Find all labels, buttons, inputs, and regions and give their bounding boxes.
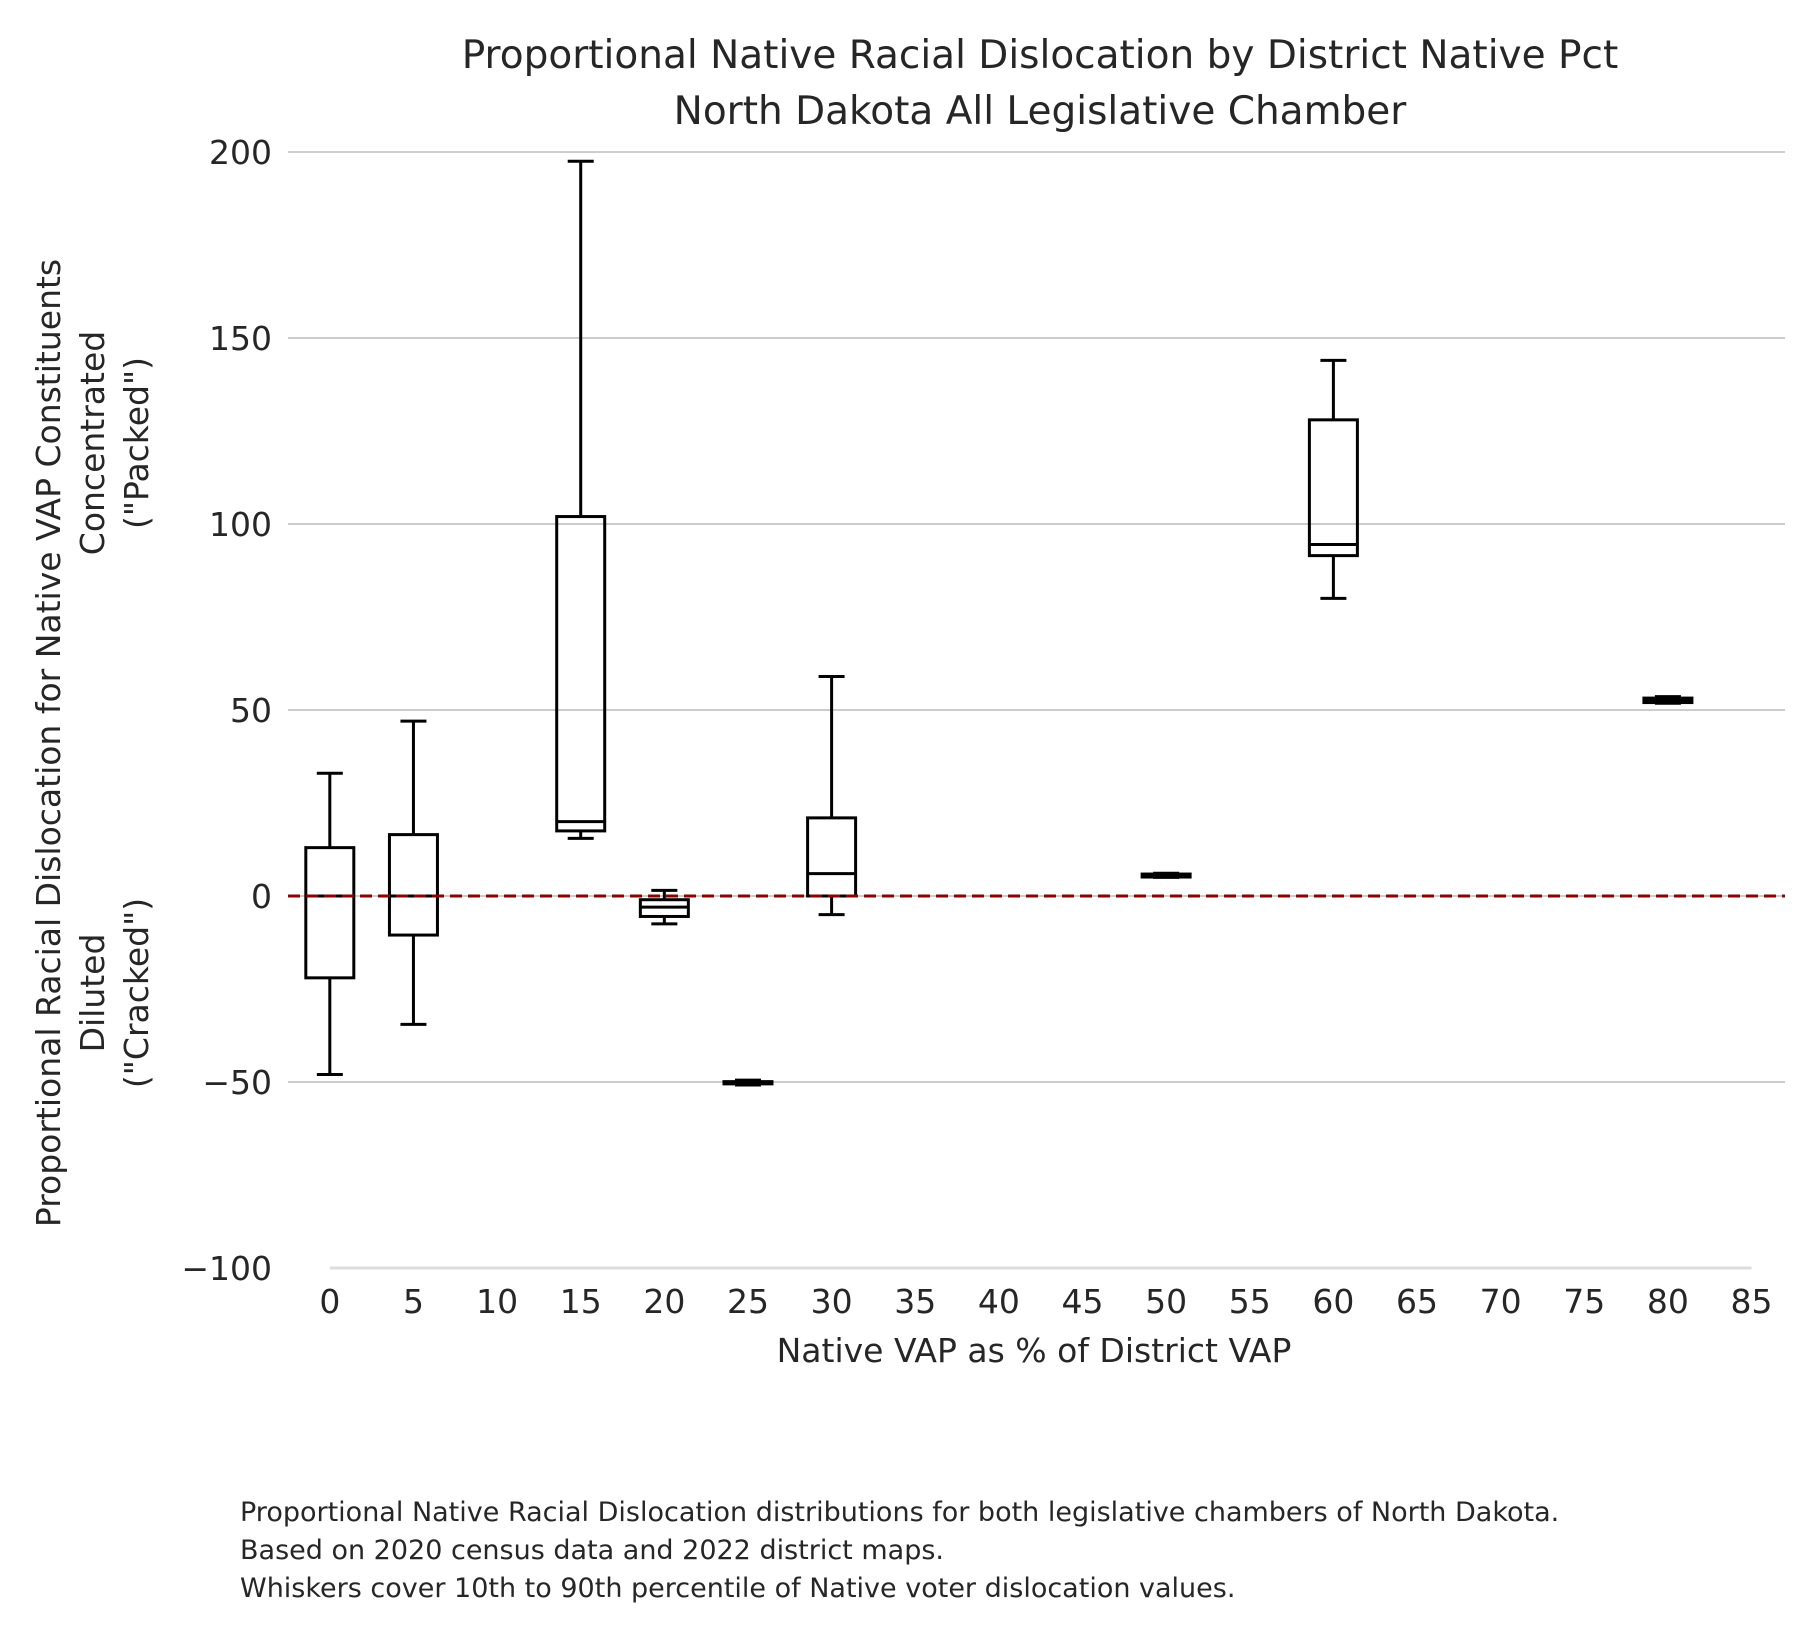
y-axis-label-cracked-line-1: Diluted [73,934,112,1053]
y-tick-label: 200 [209,133,272,172]
x-tick-label: 85 [1731,1282,1773,1321]
caption-line-2: Based on 2020 census data and 2022 distr… [240,1535,944,1566]
box-0 [304,771,356,1077]
x-tick-label: 25 [727,1282,769,1321]
caption-line-3: Whiskers cover 10th to 90th percentile o… [240,1573,1236,1604]
y-axis-label-packed-line-2: ("Packed") [117,357,156,529]
box-iqr [304,846,356,980]
x-tick-label: 5 [403,1282,424,1321]
x-tick-label: 0 [319,1282,340,1321]
x-tick-label: 40 [978,1282,1020,1321]
box-series [304,159,1694,1087]
y-tick-labels: −100 −50 0 50 100 150 200 [181,133,272,1288]
box-20 [638,888,690,926]
x-tick-label: 70 [1480,1282,1522,1321]
box-30 [806,675,858,917]
y-gridlines [288,151,1785,1083]
y-tick-label: −50 [202,1063,272,1102]
x-tick-label: 60 [1312,1282,1354,1321]
y-tick-label: −100 [181,1249,272,1288]
x-tick-label: 55 [1229,1282,1271,1321]
chart-title-line-2: North Dakota All Legislative Chamber [674,89,1408,134]
box-25 [722,1078,774,1087]
box-iqr [387,833,439,937]
box-80 [1642,695,1694,705]
chart-caption: Proportional Native Racial Dislocation d… [240,1494,1559,1608]
x-axis-label: Native VAP as % of District VAP [777,1331,1292,1370]
x-tick-labels: 0 5 10 15 20 25 30 35 40 45 50 55 60 65 70 75 80 85 [319,1282,1772,1321]
x-tick-label: 50 [1145,1282,1187,1321]
y-tick-label: 100 [209,505,272,544]
box-iqr [806,816,858,898]
y-axis-label-cracked-line-2: ("Cracked") [117,898,156,1088]
y-axis-label: Proportional Racial Dislocation for Nati… [29,259,68,1227]
box-iqr [555,515,607,833]
y-tick-label: 50 [230,691,272,730]
box-50 [1140,871,1192,879]
box-15 [555,159,607,840]
x-tick-label: 20 [643,1282,685,1321]
y-tick-label: 150 [209,319,272,358]
box-iqr [1307,418,1359,558]
x-tick-label: 10 [476,1282,518,1321]
x-tick-label: 30 [811,1282,853,1321]
y-axis-label-packed-line-1: Concentrated [73,331,112,555]
x-tick-label: 35 [894,1282,936,1321]
chart-title-line-1: Proportional Native Racial Dislocation b… [462,33,1619,78]
x-tick-label: 45 [1061,1282,1103,1321]
x-tick-label: 65 [1396,1282,1438,1321]
y-tick-label: 0 [251,877,272,916]
x-tick-label: 80 [1647,1282,1689,1321]
x-tick-label: 75 [1563,1282,1605,1321]
box-5 [387,719,439,1026]
box-60 [1307,358,1359,600]
x-tick-label: 15 [560,1282,602,1321]
caption-line-1: Proportional Native Racial Dislocation d… [240,1497,1560,1528]
